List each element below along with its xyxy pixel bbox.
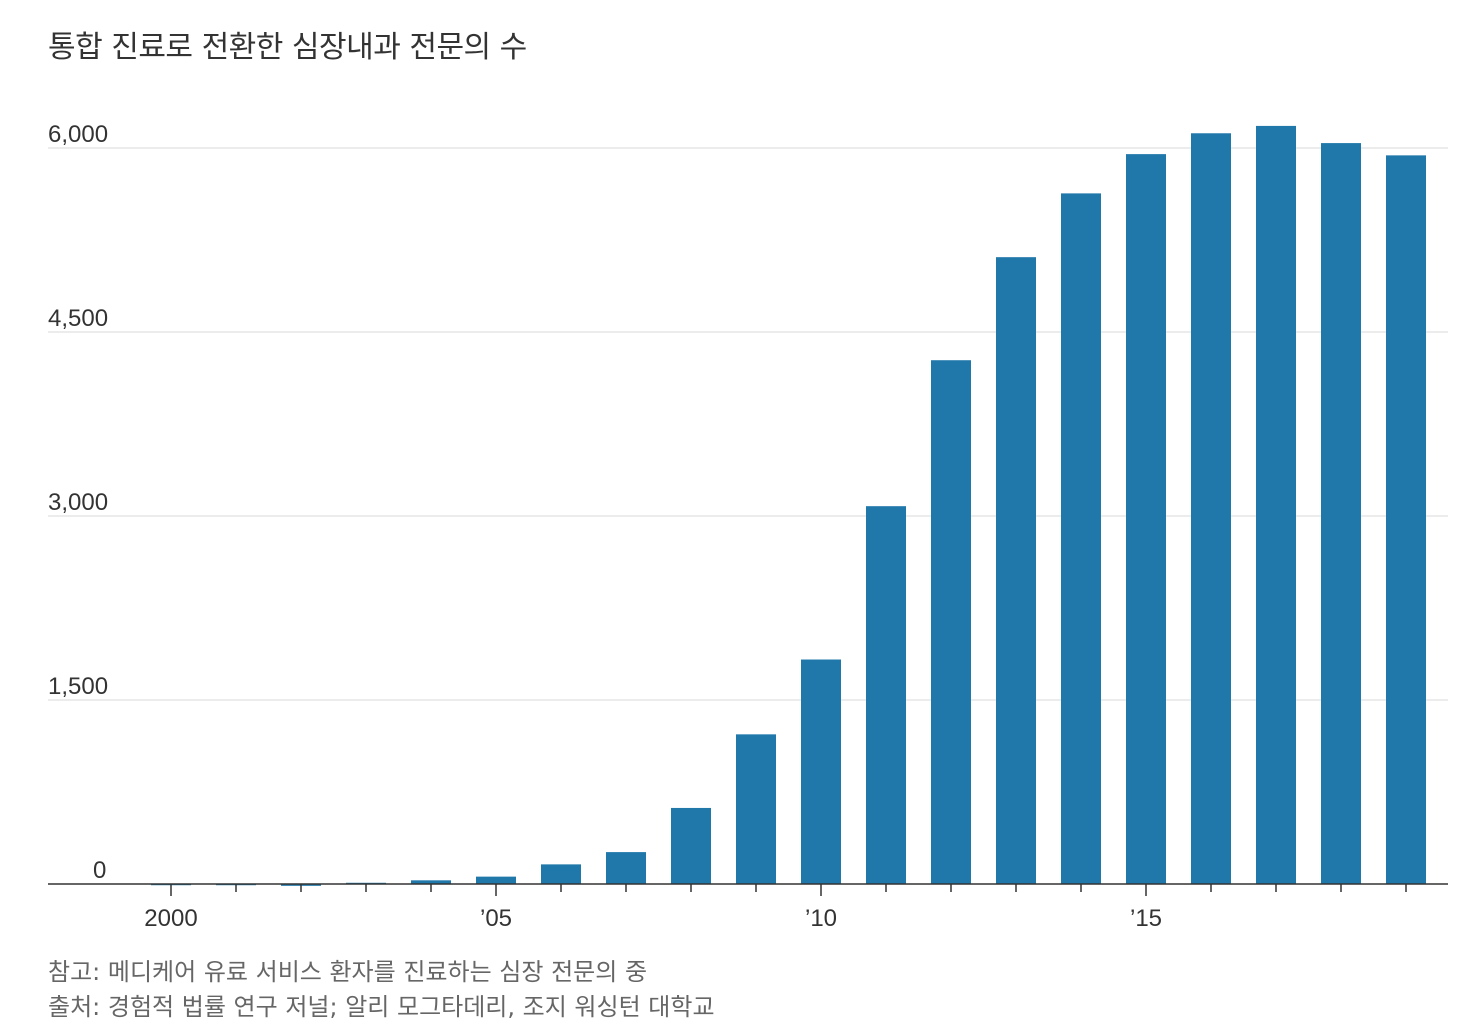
y-tick-label: 1,500 (48, 673, 108, 700)
bars (151, 125, 1426, 886)
bar-2013 (996, 257, 1036, 884)
grid-lines (48, 147, 1448, 701)
bar-2004 (411, 880, 451, 884)
bar-2009 (736, 734, 776, 884)
chart-note: 참고: 메디케어 유료 서비스 환자를 진료하는 심장 전문의 중 (48, 958, 648, 986)
bar-2015 (1126, 154, 1166, 885)
x-tick-label: ’05 (480, 905, 512, 932)
y-tick-label: 4,500 (48, 305, 108, 332)
x-axis (48, 883, 1448, 896)
y-tick-label: 6,000 (48, 121, 108, 148)
bar-2005 (476, 876, 516, 884)
y-tick-label: 0 (93, 857, 106, 884)
x-tick-label: ’10 (805, 905, 837, 932)
bar-2008 (671, 807, 711, 884)
y-axis-tick-labels: 0 1,500 3,000 4,500 6,000 (48, 121, 108, 884)
chart-source: 출처: 경험적 법률 연구 저널; 알리 모그타데리, 조지 워싱턴 대학교 (48, 993, 715, 1021)
x-tick-label: 2000 (144, 905, 197, 932)
footnotes: 참고: 메디케어 유료 서비스 환자를 진료하는 심장 전문의 중 출처: 경험… (48, 955, 715, 1025)
bar-2019 (1386, 155, 1426, 885)
bar-2007 (606, 852, 646, 884)
bar-2012 (931, 360, 971, 884)
bar-2018 (1321, 143, 1361, 885)
y-tick-label: 3,000 (48, 489, 108, 516)
x-axis-tick-labels: 2000 ’05 ’10 ’15 (144, 905, 1162, 932)
bar-2014 (1061, 193, 1101, 885)
chart-title: 통합 진료로 전환한 심장내과 전문의 수 (48, 30, 527, 65)
bar-2016 (1191, 133, 1231, 884)
bar-2006 (541, 864, 581, 884)
x-tick-label: ’15 (1130, 905, 1162, 932)
bar-2017 (1256, 125, 1296, 885)
bar-2010 (801, 659, 841, 884)
bar-2011 (866, 506, 906, 884)
